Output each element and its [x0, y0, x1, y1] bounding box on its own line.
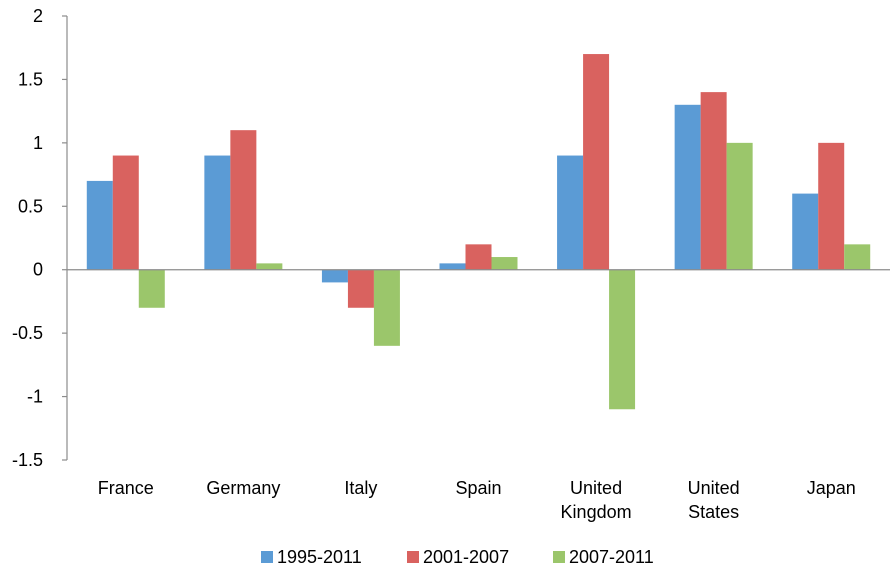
bar-2007-2011-france	[138, 269, 165, 308]
bar-1995-2011-japan	[792, 193, 819, 270]
bar-2001-2007-france	[112, 155, 139, 270]
bar-2001-2007-germany	[230, 130, 257, 270]
x-category-label-line: Spain	[455, 478, 501, 498]
y-tick-label: 2	[33, 6, 43, 26]
y-tick-label: -1	[27, 387, 43, 407]
x-category-label-line: Japan	[807, 478, 856, 498]
legend-label: 2007-2011	[569, 547, 654, 567]
x-category-label: United States	[688, 478, 740, 522]
bar-2007-2011-germany	[256, 263, 283, 270]
bar-1995-2011-united-states	[674, 104, 701, 270]
bar-1995-2011-united-kingdom	[557, 155, 584, 270]
x-category-label: United Kingdom	[561, 478, 632, 522]
y-tick-label: 1.5	[18, 69, 43, 89]
bar-2001-2007-spain	[465, 244, 492, 270]
x-category-label-line: Germany	[206, 478, 280, 498]
x-category-label-line: Italy	[344, 478, 377, 498]
bar-1995-2011-france	[86, 180, 113, 270]
x-category-label: Germany	[206, 478, 280, 498]
legend-label: 2001-2007	[423, 547, 509, 567]
bar-1995-2011-germany	[204, 155, 231, 270]
y-axis: 2 1.5 1 0.5 0 -0.5 -1 -1.5	[12, 6, 68, 470]
x-category-label: Italy	[344, 478, 377, 498]
bar-2007-2011-italy	[373, 269, 400, 346]
y-tick-label: 1	[33, 133, 43, 153]
y-tick-label: -0.5	[12, 323, 43, 343]
bars	[86, 54, 871, 410]
x-category-label: France	[98, 478, 154, 498]
bar-2007-2011-united-kingdom	[609, 269, 636, 410]
bar-2007-2011-spain	[491, 257, 518, 270]
x-axis: France Germany Italy Spain United KingdomUnit…	[67, 269, 890, 522]
bar-1995-2011-italy	[321, 269, 348, 283]
legend: 1995-2011 2001-2007 2007-2011	[261, 547, 654, 567]
x-category-label: Spain	[455, 478, 501, 498]
bar-2001-2007-united-states	[700, 92, 727, 270]
legend-swatch	[553, 551, 565, 563]
legend-swatch	[261, 551, 273, 563]
bar-2001-2007-japan	[818, 142, 845, 270]
x-category-label-line: France	[98, 478, 154, 498]
legend-label: 1995-2011	[277, 547, 362, 567]
x-category-label: Japan	[807, 478, 856, 498]
x-category-label-line: Kingdom	[561, 502, 632, 522]
x-category-label-line: United	[688, 478, 740, 498]
bar-1995-2011-spain	[439, 263, 466, 270]
y-tick-label: 0	[33, 260, 43, 280]
bar-2007-2011-united-states	[726, 142, 753, 270]
legend-swatch	[407, 551, 419, 563]
y-tick-label: -1.5	[12, 450, 43, 470]
x-category-label-line: United	[570, 478, 622, 498]
bar-2007-2011-japan	[844, 244, 871, 270]
bar-2001-2007-united-kingdom	[583, 54, 610, 270]
y-tick-label: 0.5	[18, 196, 43, 216]
x-category-label-line: States	[688, 502, 739, 522]
bar-2001-2007-italy	[347, 269, 374, 308]
